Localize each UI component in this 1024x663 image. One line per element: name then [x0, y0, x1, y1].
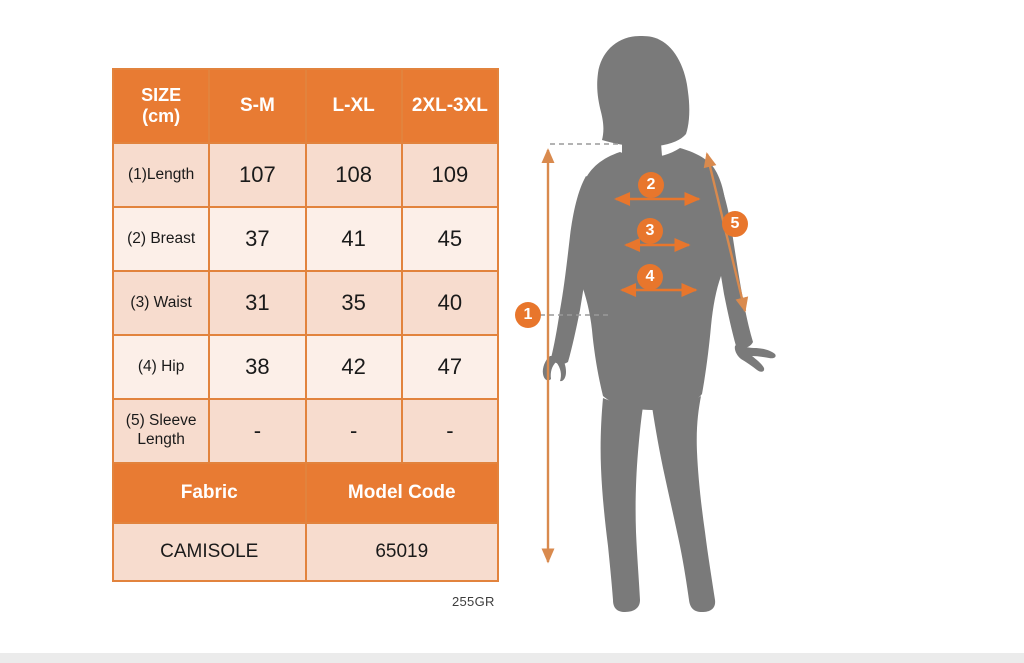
- silhouette-body: [542, 36, 776, 612]
- column-header-2xl-3xl: 2XL-3XL: [400, 68, 500, 144]
- measure-badge-1: 1: [515, 302, 541, 328]
- footer-header-fabric: Fabric: [112, 462, 307, 524]
- cell-sleeve-l-xl: -: [304, 398, 403, 464]
- table-header-row: SIZE (cm) S-M L-XL 2XL-3XL: [111, 68, 500, 144]
- cell-breast-s-m: 37: [208, 206, 307, 272]
- table-row: (5) Sleeve Length - - -: [111, 398, 500, 464]
- row-label-hip: (4) Hip: [111, 334, 211, 400]
- weight-note: 255GR: [452, 594, 495, 609]
- cell-hip-2xl-3xl: 47: [400, 334, 500, 400]
- table-footer-header-row: Fabric Model Code: [112, 462, 499, 524]
- row-label-breast: (2) Breast: [111, 206, 211, 272]
- cell-hip-s-m: 38: [208, 334, 307, 400]
- size-chart-table: SIZE (cm) S-M L-XL 2XL-3XL (1)Length 107…: [111, 68, 500, 582]
- table-footer-value-row: CAMISOLE 65019: [112, 522, 499, 582]
- table-row: (3) Waist 31 35 40: [111, 270, 500, 336]
- measure-badge-4: 4: [637, 264, 663, 290]
- cell-sleeve-s-m: -: [208, 398, 307, 464]
- row-label-sleeve-length-line1: (5) Sleeve: [125, 412, 197, 430]
- measure-badge-3: 3: [637, 218, 663, 244]
- cell-breast-l-xl: 41: [304, 206, 403, 272]
- cell-length-l-xl: 108: [304, 142, 403, 208]
- footer-value-model-code: 65019: [304, 522, 499, 582]
- table-row: (4) Hip 38 42 47: [111, 334, 500, 400]
- measure-badge-2: 2: [638, 172, 664, 198]
- cell-sleeve-2xl-3xl: -: [400, 398, 500, 464]
- cell-length-2xl-3xl: 109: [400, 142, 500, 208]
- measure-badge-5: 5: [722, 211, 748, 237]
- table-row: (2) Breast 37 41 45: [111, 206, 500, 272]
- cell-waist-s-m: 31: [208, 270, 307, 336]
- row-label-sleeve-length: (5) Sleeve Length: [111, 398, 211, 464]
- table-row: (1)Length 107 108 109: [111, 142, 500, 208]
- bottom-strip: [0, 653, 1024, 663]
- cell-waist-2xl-3xl: 40: [400, 270, 500, 336]
- column-header-l-xl: L-XL: [304, 68, 403, 144]
- column-header-s-m: S-M: [208, 68, 307, 144]
- cell-waist-l-xl: 35: [304, 270, 403, 336]
- column-header-size-line1: SIZE: [141, 84, 182, 105]
- row-label-length: (1)Length: [111, 142, 211, 208]
- cell-length-s-m: 107: [208, 142, 307, 208]
- row-label-sleeve-length-line2: Length: [137, 431, 185, 448]
- cell-breast-2xl-3xl: 45: [400, 206, 500, 272]
- row-label-waist: (3) Waist: [111, 270, 211, 336]
- footer-value-fabric: CAMISOLE: [112, 522, 307, 582]
- cell-hip-l-xl: 42: [304, 334, 403, 400]
- column-header-size-line2: (cm): [142, 106, 181, 126]
- footer-header-model-code: Model Code: [304, 462, 499, 524]
- column-header-size: SIZE (cm): [111, 68, 211, 144]
